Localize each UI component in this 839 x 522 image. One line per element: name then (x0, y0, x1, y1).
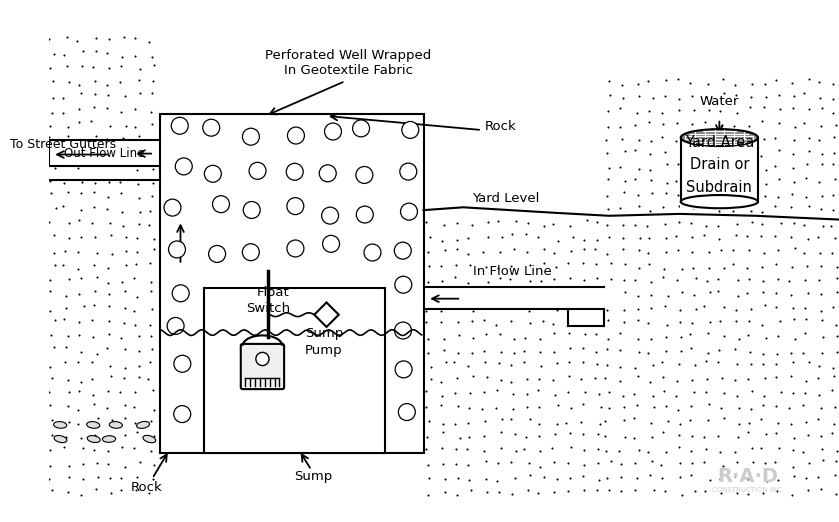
Circle shape (356, 167, 373, 183)
Circle shape (322, 235, 340, 252)
Circle shape (395, 276, 412, 293)
Circle shape (249, 162, 266, 179)
Bar (161, 115, 423, 452)
Circle shape (174, 355, 190, 372)
Bar (680, 130, 759, 209)
Text: Float
Switch: Float Switch (246, 287, 289, 315)
Circle shape (212, 196, 230, 212)
Bar (423, 288, 610, 309)
Ellipse shape (680, 195, 758, 208)
Circle shape (394, 322, 411, 339)
Ellipse shape (137, 421, 149, 429)
Text: R·A·D: R·A·D (717, 467, 778, 486)
Bar (204, 288, 385, 453)
Circle shape (364, 244, 381, 261)
Ellipse shape (143, 435, 156, 443)
Circle shape (164, 199, 181, 216)
Bar (680, 132, 759, 207)
Circle shape (352, 120, 369, 137)
Ellipse shape (680, 129, 758, 146)
FancyBboxPatch shape (241, 344, 284, 389)
Text: Rock: Rock (131, 481, 163, 493)
Circle shape (203, 119, 220, 136)
Circle shape (175, 158, 192, 175)
Circle shape (243, 201, 260, 219)
Circle shape (395, 361, 412, 378)
Text: To Street Gutters: To Street Gutters (10, 138, 117, 151)
Circle shape (288, 127, 305, 144)
Circle shape (169, 241, 185, 258)
Text: In Flow Line: In Flow Line (472, 265, 551, 278)
Circle shape (167, 317, 184, 335)
Text: Yard Area
Drain or
Subdrain: Yard Area Drain or Subdrain (685, 135, 754, 195)
Circle shape (320, 165, 336, 182)
Text: CONSTRUCTION INC.: CONSTRUCTION INC. (711, 487, 784, 493)
Circle shape (172, 285, 189, 302)
Circle shape (400, 163, 417, 180)
Circle shape (242, 244, 259, 260)
Circle shape (287, 198, 304, 215)
Text: Yard Level: Yard Level (472, 192, 540, 205)
Circle shape (286, 163, 303, 180)
Circle shape (174, 406, 190, 422)
Text: Out Flow Line: Out Flow Line (64, 147, 144, 160)
Circle shape (400, 203, 418, 220)
Text: Sump
Pump: Sump Pump (305, 327, 343, 357)
Ellipse shape (87, 435, 100, 443)
Ellipse shape (109, 422, 122, 428)
Circle shape (205, 165, 221, 182)
Ellipse shape (54, 422, 67, 428)
Text: Rock: Rock (485, 120, 517, 133)
Circle shape (209, 245, 226, 263)
Text: Sump: Sump (294, 470, 332, 483)
Circle shape (171, 117, 188, 134)
Circle shape (256, 352, 269, 365)
Circle shape (325, 123, 341, 140)
Polygon shape (315, 302, 339, 327)
Ellipse shape (102, 436, 116, 442)
Bar (568, 288, 604, 326)
Bar (159, 114, 424, 453)
Ellipse shape (86, 422, 100, 428)
Circle shape (402, 122, 419, 138)
Circle shape (321, 207, 339, 224)
Circle shape (287, 240, 304, 257)
Ellipse shape (54, 435, 67, 443)
Bar (49, 140, 162, 166)
Text: Water: Water (700, 95, 739, 108)
Circle shape (399, 404, 415, 421)
Circle shape (394, 242, 411, 259)
Circle shape (242, 128, 259, 145)
Text: Perforated Well Wrapped
In Geotextile Fabric: Perforated Well Wrapped In Geotextile Fa… (265, 49, 431, 77)
Circle shape (357, 206, 373, 223)
